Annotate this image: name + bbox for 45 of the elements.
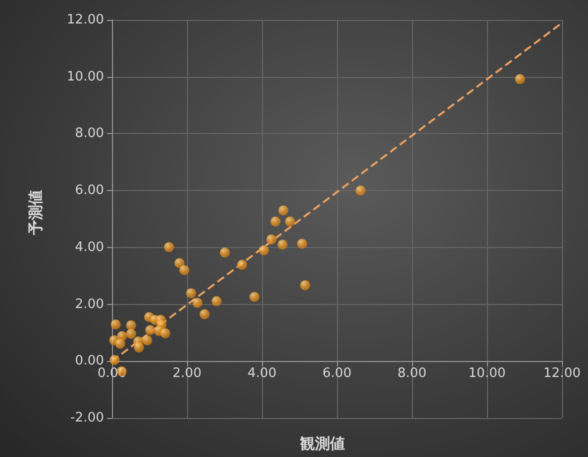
point xyxy=(285,216,296,227)
point xyxy=(164,242,174,252)
point xyxy=(266,234,276,244)
point xyxy=(126,320,136,330)
y-tick-label: 6.00 xyxy=(75,183,104,198)
point xyxy=(237,260,248,270)
point xyxy=(270,216,280,227)
point xyxy=(134,342,144,352)
point xyxy=(186,288,196,298)
y-tick-label: 10.00 xyxy=(66,69,104,84)
y-tick-label: 0.00 xyxy=(75,354,104,369)
x-tick-label: 12.00 xyxy=(543,366,581,382)
x-tick-label: 4.00 xyxy=(248,366,276,382)
point xyxy=(145,325,156,336)
point xyxy=(160,328,170,338)
point xyxy=(300,280,310,290)
y-axis-title: 予測値 xyxy=(26,190,44,236)
point xyxy=(356,186,366,196)
y-tick-label: 4.00 xyxy=(75,240,104,255)
point xyxy=(179,265,190,276)
point xyxy=(115,338,126,349)
point xyxy=(200,309,210,320)
y-tick-label: -2.00 xyxy=(70,410,104,426)
point xyxy=(192,298,202,308)
point xyxy=(126,328,136,339)
point xyxy=(142,335,152,346)
x-tick-label: 8.00 xyxy=(398,366,426,382)
x-tick-label: 6.00 xyxy=(322,366,352,382)
point xyxy=(110,355,120,366)
point xyxy=(220,248,230,258)
x-axis-title: 観測値 xyxy=(299,434,345,452)
point xyxy=(250,292,260,302)
point xyxy=(212,296,222,306)
point xyxy=(174,258,184,268)
y-tick-label: 12.00 xyxy=(66,12,104,28)
point xyxy=(110,319,121,330)
point xyxy=(258,245,269,256)
point xyxy=(278,240,288,250)
x-tick-label: 10.00 xyxy=(468,366,506,382)
point xyxy=(278,205,288,216)
y-tick-label: 8.00 xyxy=(75,126,104,142)
x-tick-label: 2.00 xyxy=(172,366,202,382)
point xyxy=(297,238,308,249)
point xyxy=(515,74,525,84)
y-tick-label: 2.00 xyxy=(75,296,104,312)
